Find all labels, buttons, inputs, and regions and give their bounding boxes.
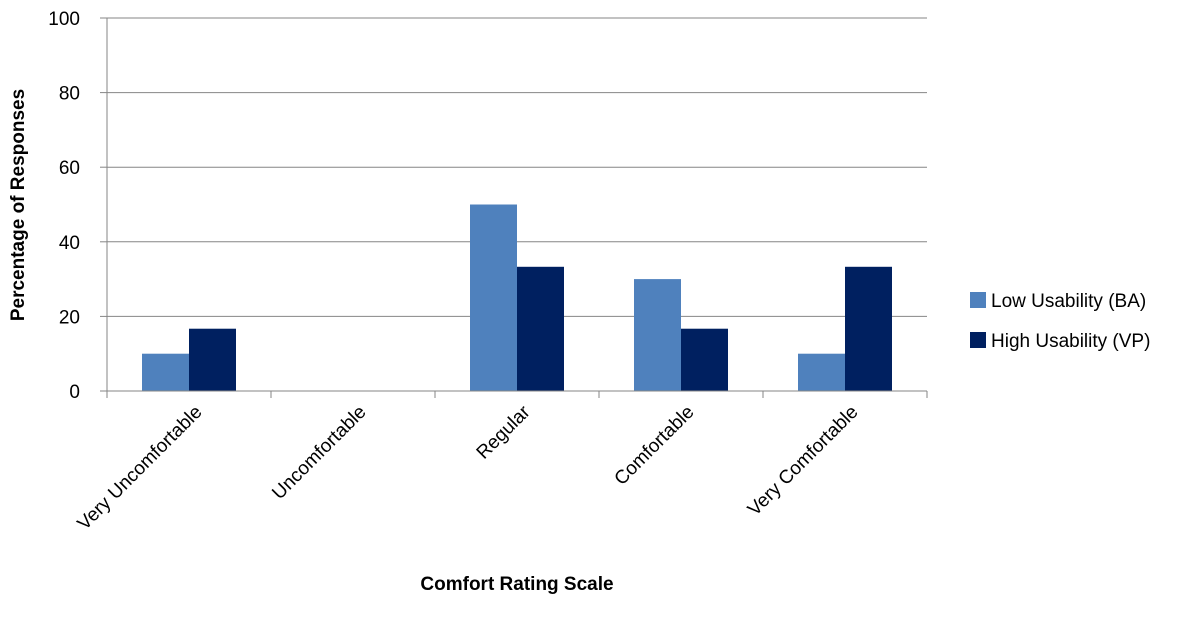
y-tick-label-3: 60: [59, 158, 80, 179]
bar-s1-c0: [189, 328, 236, 391]
legend-swatch-0: [970, 292, 986, 308]
y-tick-label-5: 100: [48, 9, 80, 30]
bar-s0-c2: [470, 204, 517, 391]
bar-s1-c4: [845, 266, 892, 391]
x-tick-label-0: Very Uncomfortable: [74, 402, 207, 535]
bar-s1-c3: [681, 328, 728, 391]
bar-s0-c0: [142, 353, 189, 391]
y-axis-title: Percentage of Responses: [8, 89, 29, 321]
bars: [142, 204, 892, 391]
gridlines: [107, 17, 927, 317]
legend: Low Usability (BA) High Usability (VP): [970, 291, 1150, 352]
bar-s0-c4: [798, 353, 845, 391]
legend-swatch-1: [970, 332, 986, 348]
legend-label-1: High Usability (VP): [991, 331, 1150, 352]
y-tick-label-2: 40: [59, 233, 80, 254]
x-tick-label-2: Regular: [473, 401, 535, 463]
x-axis-title: Comfort Rating Scale: [420, 574, 613, 595]
y-tick-label-0: 0: [69, 382, 80, 403]
legend-label-0: Low Usability (BA): [991, 291, 1146, 312]
bar-s1-c2: [517, 266, 564, 391]
bar-s0-c3: [634, 279, 681, 391]
x-tick-labels: Very Uncomfortable Uncomfortable Regular Co…: [74, 401, 863, 534]
axes: [100, 17, 928, 398]
x-tick-label-3: Comfortable: [611, 402, 699, 490]
y-tick-label-4: 80: [59, 84, 80, 105]
x-tick-label-4: Very Comfortable: [744, 402, 863, 521]
y-tick-label-1: 20: [59, 307, 80, 328]
y-tick-labels: 0 20 40 60 80 100: [48, 9, 80, 403]
x-tick-label-1: Uncomfortable: [268, 402, 370, 504]
